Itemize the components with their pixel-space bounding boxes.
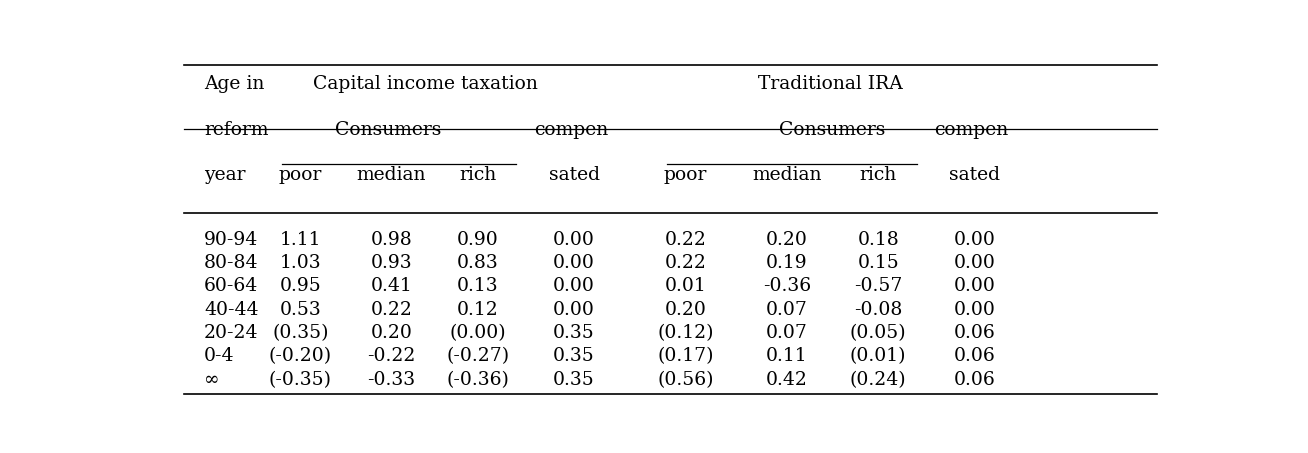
Text: -0.22: -0.22 <box>368 347 416 366</box>
Text: 0.22: 0.22 <box>664 231 706 249</box>
Text: 0.00: 0.00 <box>954 277 995 295</box>
Text: 0.00: 0.00 <box>553 254 595 272</box>
Text: rich: rich <box>859 166 897 184</box>
Text: (0.01): (0.01) <box>850 347 906 366</box>
Text: 0.41: 0.41 <box>370 277 412 295</box>
Text: 0.15: 0.15 <box>857 254 899 272</box>
Text: (-0.35): (-0.35) <box>269 371 332 389</box>
Text: 0.11: 0.11 <box>766 347 808 366</box>
Text: (-0.20): (-0.20) <box>268 347 332 366</box>
Text: Age in: Age in <box>204 75 264 93</box>
Text: 0.35: 0.35 <box>553 324 595 342</box>
Text: year: year <box>204 166 246 184</box>
Text: 1.11: 1.11 <box>280 231 320 249</box>
Text: 0.19: 0.19 <box>766 254 808 272</box>
Text: 0.07: 0.07 <box>766 324 808 342</box>
Text: poor: poor <box>279 166 322 184</box>
Text: 0.00: 0.00 <box>553 301 595 318</box>
Text: 0.35: 0.35 <box>553 371 595 389</box>
Text: compen-: compen- <box>534 120 615 139</box>
Text: 0.20: 0.20 <box>370 324 412 342</box>
Text: 0.22: 0.22 <box>370 301 412 318</box>
Text: (0.12): (0.12) <box>658 324 714 342</box>
Text: 0.20: 0.20 <box>766 231 808 249</box>
Text: 0.18: 0.18 <box>857 231 899 249</box>
Text: -0.33: -0.33 <box>368 371 416 389</box>
Text: -0.08: -0.08 <box>854 301 903 318</box>
Text: rich: rich <box>459 166 496 184</box>
Text: -0.57: -0.57 <box>854 277 903 295</box>
Text: (0.05): (0.05) <box>850 324 906 342</box>
Text: 80-84: 80-84 <box>204 254 259 272</box>
Text: poor: poor <box>664 166 708 184</box>
Text: Capital income taxation: Capital income taxation <box>313 75 538 93</box>
Text: 0.06: 0.06 <box>954 347 995 366</box>
Text: (0.24): (0.24) <box>850 371 906 389</box>
Text: -0.36: -0.36 <box>763 277 811 295</box>
Text: 0.00: 0.00 <box>954 301 995 318</box>
Text: 0.00: 0.00 <box>553 277 595 295</box>
Text: 0.06: 0.06 <box>954 324 995 342</box>
Text: (0.35): (0.35) <box>272 324 328 342</box>
Text: median: median <box>752 166 821 184</box>
Text: (0.56): (0.56) <box>658 371 714 389</box>
Text: 0.93: 0.93 <box>370 254 412 272</box>
Text: sated: sated <box>950 166 999 184</box>
Text: 0.00: 0.00 <box>954 231 995 249</box>
Text: ∞: ∞ <box>204 371 220 389</box>
Text: Consumers: Consumers <box>780 120 886 139</box>
Text: (-0.27): (-0.27) <box>446 347 509 366</box>
Text: 0.12: 0.12 <box>456 301 498 318</box>
Text: Traditional IRA: Traditional IRA <box>759 75 903 93</box>
Text: 0.20: 0.20 <box>664 301 706 318</box>
Text: 0.06: 0.06 <box>954 371 995 389</box>
Text: 90-94: 90-94 <box>204 231 258 249</box>
Text: 0.00: 0.00 <box>553 231 595 249</box>
Text: 0.07: 0.07 <box>766 301 808 318</box>
Text: 0.13: 0.13 <box>456 277 498 295</box>
Text: compen-: compen- <box>934 120 1015 139</box>
Text: 0.53: 0.53 <box>280 301 322 318</box>
Text: 0.00: 0.00 <box>954 254 995 272</box>
Text: (0.17): (0.17) <box>658 347 714 366</box>
Text: 0.83: 0.83 <box>456 254 498 272</box>
Text: 20-24: 20-24 <box>204 324 259 342</box>
Text: 0.90: 0.90 <box>456 231 498 249</box>
Text: 0.22: 0.22 <box>664 254 706 272</box>
Text: sated: sated <box>548 166 599 184</box>
Text: 0.35: 0.35 <box>553 347 595 366</box>
Text: Consumers: Consumers <box>335 120 442 139</box>
Text: 0.95: 0.95 <box>280 277 322 295</box>
Text: reform: reform <box>204 120 268 139</box>
Text: 0.42: 0.42 <box>766 371 808 389</box>
Text: median: median <box>357 166 426 184</box>
Text: 0-4: 0-4 <box>204 347 234 366</box>
Text: (0.00): (0.00) <box>450 324 506 342</box>
Text: 0.98: 0.98 <box>370 231 412 249</box>
Text: 0.01: 0.01 <box>664 277 706 295</box>
Text: 60-64: 60-64 <box>204 277 258 295</box>
Text: (-0.36): (-0.36) <box>446 371 509 389</box>
Text: 40-44: 40-44 <box>204 301 259 318</box>
Text: 1.03: 1.03 <box>280 254 322 272</box>
